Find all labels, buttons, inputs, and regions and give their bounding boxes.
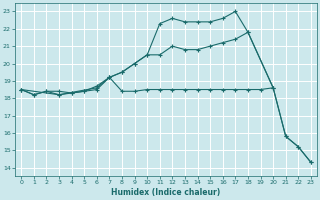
X-axis label: Humidex (Indice chaleur): Humidex (Indice chaleur) xyxy=(111,188,221,197)
